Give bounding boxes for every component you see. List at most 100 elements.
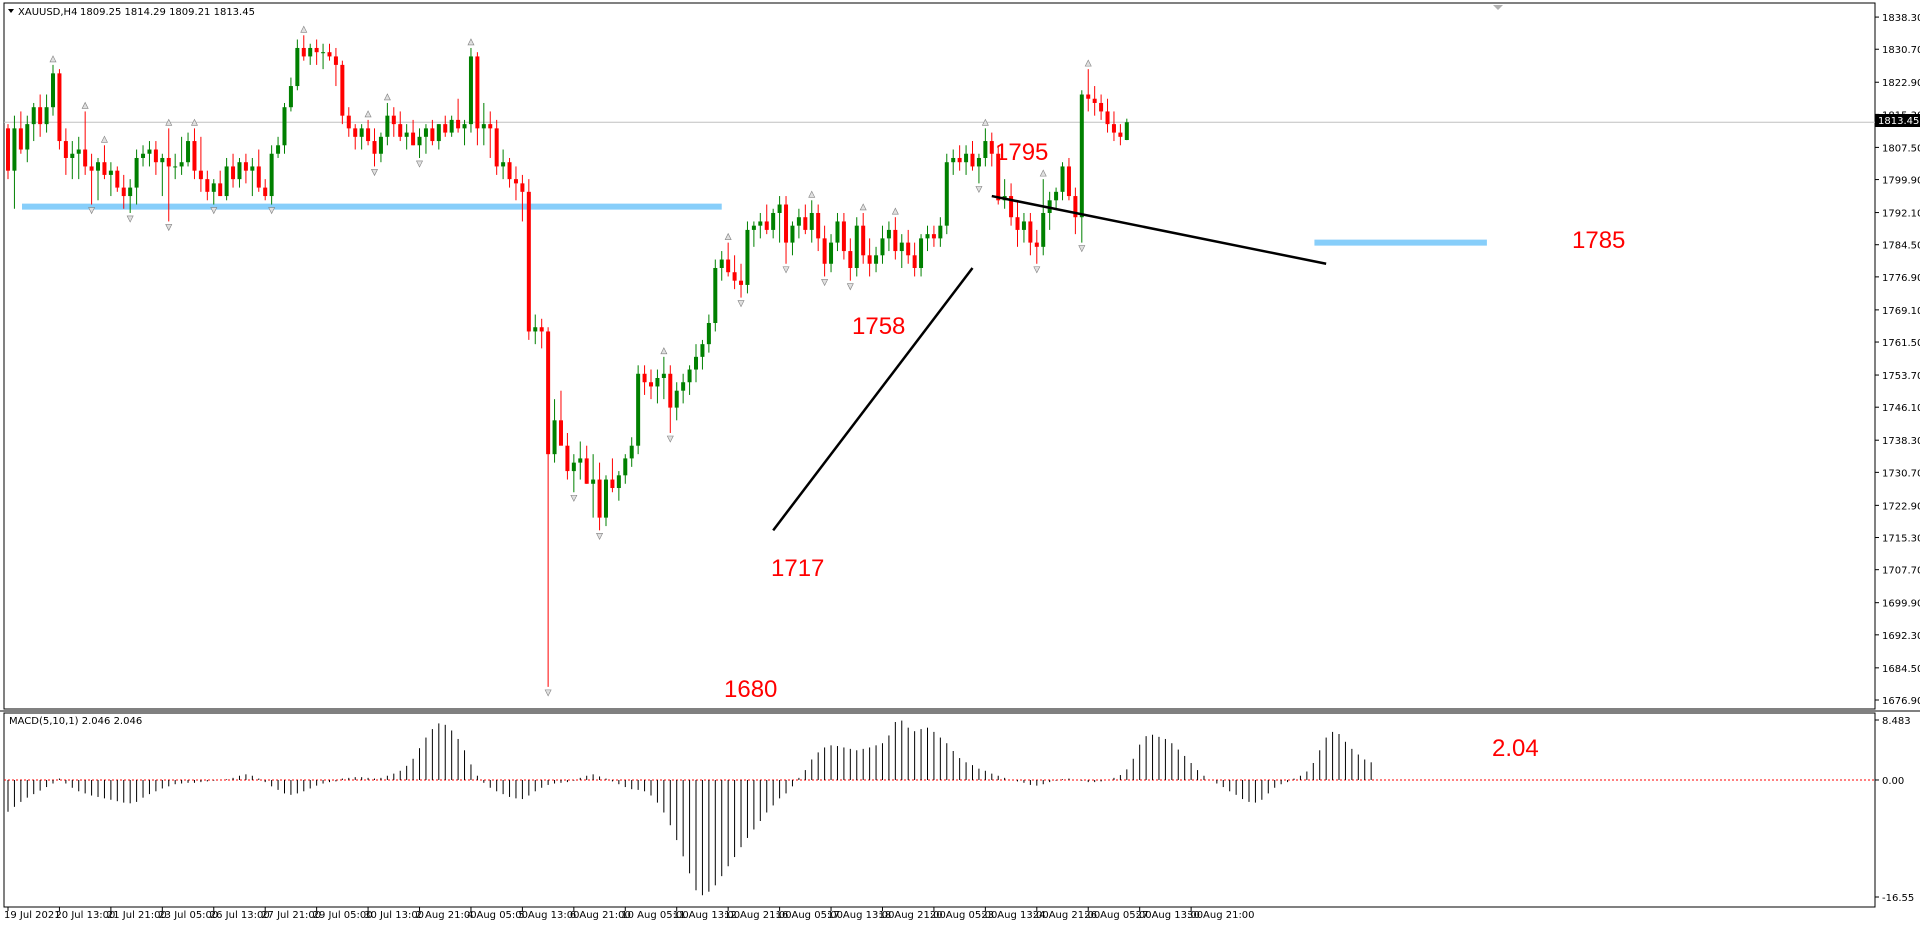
fractal-up-marker [859,203,867,211]
candle-body [829,242,834,264]
candle [803,204,808,235]
time-tick-label: 10 Aug 05:00 [621,910,688,921]
candle-body [70,153,75,158]
candle-body [931,234,936,239]
candle-body [938,225,943,239]
candle-body [719,259,724,268]
candle-body [700,344,705,357]
candle [443,115,448,137]
candle [829,234,834,273]
candle-body [1060,166,1065,192]
candle [327,43,332,61]
candle [211,179,216,205]
chart-shift-marker-icon[interactable] [1493,5,1503,10]
candle-body [456,119,461,129]
candle [488,111,493,158]
fractal-up-marker [364,110,372,118]
candle [1021,212,1026,243]
fractal-down-marker [210,207,218,215]
candle-body [976,157,981,167]
candle [256,149,261,192]
candle [912,242,917,277]
candle [25,115,30,163]
trendline-0[interactable] [772,267,974,532]
trendline-1[interactable] [991,194,1327,265]
candle-body [552,420,557,455]
candle [6,124,10,180]
candle [906,229,911,264]
candle-body [1041,212,1046,247]
time-tick-label: 24 Aug 21:00 [1033,910,1100,921]
candle-body [951,157,956,163]
candle [218,170,223,197]
candle-body [256,166,261,188]
candle-body [231,166,236,180]
time-tick-label: 30 Aug 21:00 [1187,910,1254,921]
price-tick-label: 1792.10 [1882,209,1920,220]
fractal-down-marker [846,283,854,291]
fractal-down-marker [666,435,674,443]
annotation-low-1717: 1717 [771,555,824,582]
candle-body [25,124,30,150]
candle [115,166,120,192]
candle-body [153,149,158,163]
candle [1002,179,1007,209]
candle-body [841,221,846,252]
candle [1015,200,1020,247]
candle [668,365,673,434]
price-tick-label: 1715.30 [1882,534,1920,545]
candle [404,124,409,150]
candle [822,225,827,277]
candle-body [1111,124,1116,133]
candle-body [314,47,319,53]
candle-body [250,166,255,171]
candle [186,132,191,167]
chart-menu-triangle-icon[interactable] [8,9,14,13]
time-tick-label: 5 Aug 13:00 [518,910,579,921]
price-tick-label: 1822.90 [1882,78,1920,89]
candle-body [198,170,203,180]
macd-tick-label: -16.55 [1882,893,1914,904]
candle [584,445,589,484]
time-tick-label: 26 Jul 13:00 [210,910,270,921]
time-tick-label: 12 Aug 21:00 [724,910,791,921]
fractal-up-marker [1084,59,1092,67]
time-tick-label: 19 Jul 2021 [4,910,61,921]
fractal-down-marker [268,207,276,215]
candle-body [777,204,782,213]
candle [179,136,184,175]
candle [1105,98,1110,133]
candle-body [603,479,608,518]
time-tick-label: 26 Aug 05:00 [1084,910,1151,921]
fractal-up-marker [891,207,899,215]
candle [880,225,885,264]
candle [848,238,853,281]
candle [861,212,866,264]
candle [964,145,969,175]
candle-body [494,128,499,167]
fractal-down-marker [126,215,134,223]
candle [764,204,769,235]
fractal-down-marker [821,279,829,287]
candle-body [385,115,390,137]
candle-body [263,187,268,197]
fractal-down-marker [596,533,604,540]
candle [391,107,396,137]
candle-body [179,162,184,167]
fractal-up-marker [981,118,989,126]
time-tick-label: 17 Aug 13:00 [827,910,894,921]
price-tick-label: 1776.90 [1882,273,1920,284]
candle [430,119,435,146]
fractal-down-marker [1033,266,1041,274]
candle [89,153,94,205]
candle [411,119,416,146]
candle [597,462,602,531]
candle-body [128,187,133,197]
candle [1111,111,1116,142]
candle [1099,94,1104,120]
candle [874,246,879,273]
candle [1079,90,1084,243]
candle-body [1079,94,1084,218]
price-tick-label: 1707.70 [1882,566,1920,577]
